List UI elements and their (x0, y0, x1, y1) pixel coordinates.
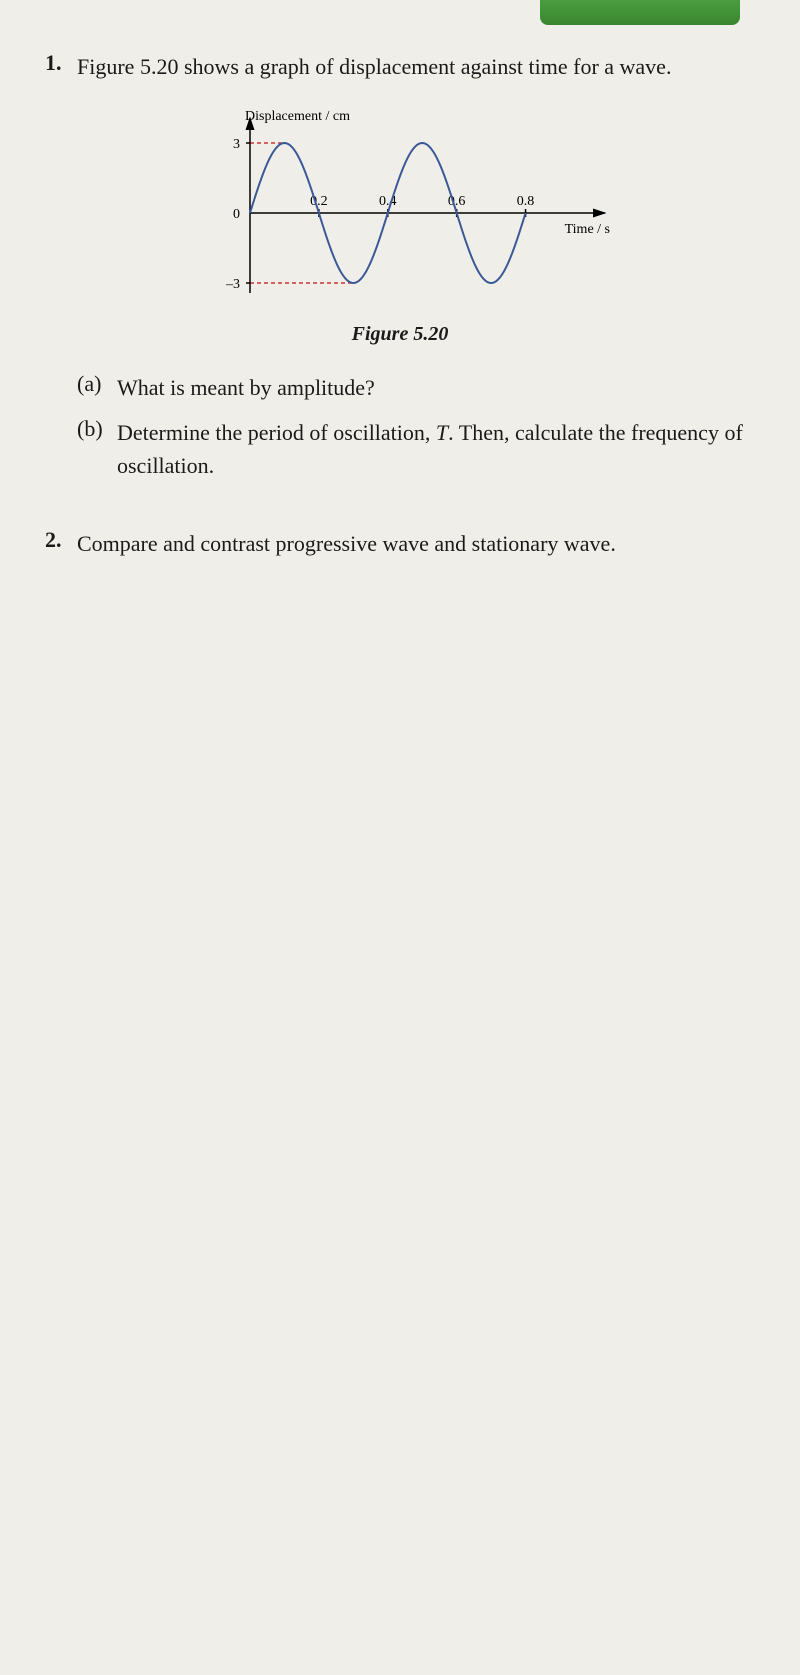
question-1b-label: (b) (77, 416, 117, 442)
svg-text:Time / s: Time / s (565, 222, 610, 237)
figure-caption: Figure 5.20 (45, 323, 755, 346)
question-1-header: 1. Figure 5.20 shows a graph of displace… (45, 50, 755, 83)
question-1b: (b) Determine the period of oscillation,… (77, 416, 755, 482)
q1b-text-before: Determine the period of oscillation, (117, 420, 436, 445)
question-1a: (a) What is meant by amplitude? (77, 371, 755, 404)
question-1a-label: (a) (77, 371, 117, 397)
q1b-variable: T (436, 420, 448, 445)
graph-container: –3030.20.40.60.8Displacement / cmTime / … (45, 108, 755, 308)
question-2-number: 2. (45, 527, 77, 553)
svg-text:0.8: 0.8 (517, 194, 535, 209)
svg-text:3: 3 (233, 137, 240, 152)
question-2-text: Compare and contrast progressive wave an… (77, 527, 616, 560)
question-1-number: 1. (45, 50, 77, 76)
textbook-page: 1. Figure 5.20 shows a graph of displace… (0, 0, 800, 1675)
question-2-header: 2. Compare and contrast progressive wave… (45, 527, 755, 560)
question-1-text: Figure 5.20 shows a graph of displacemen… (77, 50, 671, 83)
question-1a-text: What is meant by amplitude? (117, 371, 375, 404)
svg-text:0: 0 (233, 207, 240, 222)
page-tab-decoration (540, 0, 740, 25)
displacement-time-graph: –3030.20.40.60.8Displacement / cmTime / … (180, 108, 620, 308)
question-2: 2. Compare and contrast progressive wave… (45, 527, 755, 560)
svg-text:Displacement / cm: Displacement / cm (245, 109, 350, 124)
question-1: 1. Figure 5.20 shows a graph of displace… (45, 50, 755, 482)
question-1b-text: Determine the period of oscillation, T. … (117, 416, 755, 482)
svg-text:–3: –3 (225, 277, 240, 292)
